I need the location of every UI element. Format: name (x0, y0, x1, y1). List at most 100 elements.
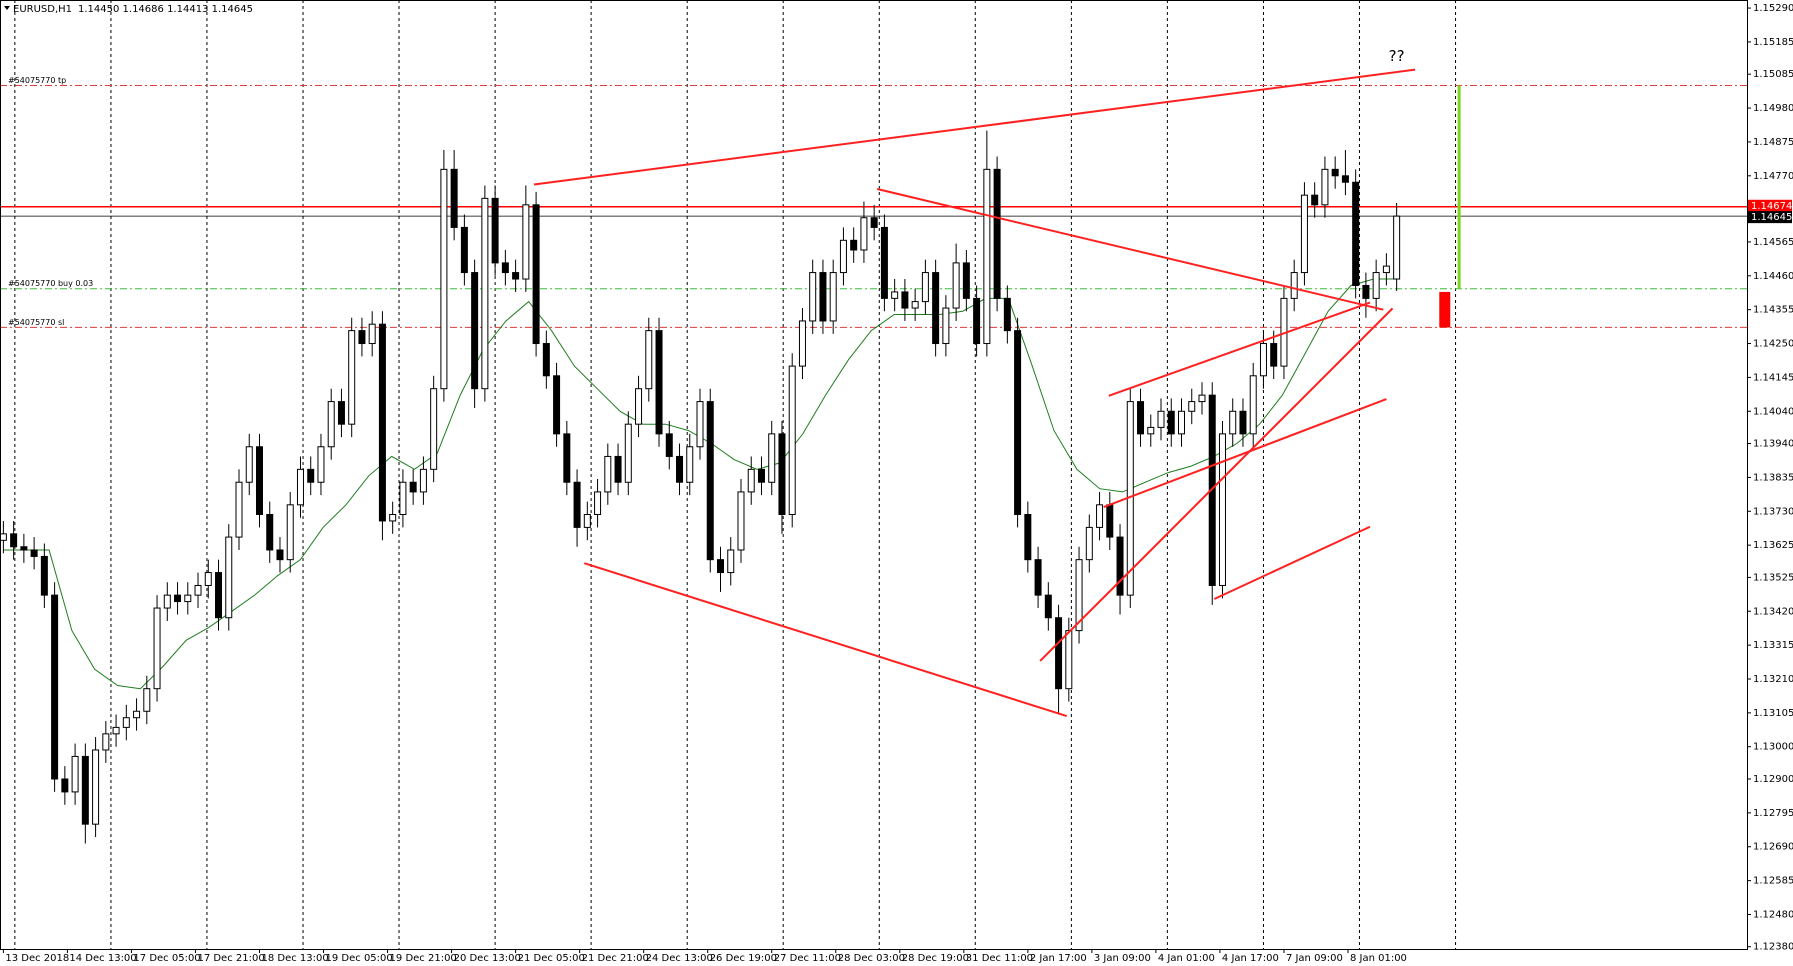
annotation: ?? (1389, 47, 1405, 65)
candle-body (686, 446, 694, 483)
candle-body (1300, 194, 1308, 274)
y-tick-label: 1.12795 (1753, 808, 1793, 819)
candle-body (850, 239, 858, 251)
y-tick-label: 1.13000 (1753, 742, 1793, 753)
candle-body (1218, 433, 1226, 586)
range-bar (1457, 85, 1461, 289)
y-tick-label: 1.13730 (1753, 506, 1793, 517)
candle-body (1075, 559, 1083, 632)
x-tick-label: 4 Jan 01:00 (1158, 953, 1215, 964)
candle-body (1198, 394, 1206, 403)
candle-body (399, 481, 407, 515)
candle-body (973, 297, 981, 345)
candle-body (348, 330, 356, 425)
candle-body (81, 755, 89, 825)
y-tick-label: 1.13105 (1753, 708, 1793, 719)
y-tick-label: 1.15290 (1753, 3, 1793, 14)
candle-body (1106, 504, 1114, 538)
candle-body (163, 594, 171, 609)
candle-body (1372, 272, 1380, 299)
candle-body (1259, 343, 1267, 377)
y-tick-label: 1.13940 (1753, 439, 1793, 450)
y-tick-label: 1.14355 (1753, 305, 1793, 316)
y-tick-label: 1.12380 (1753, 942, 1793, 953)
candle-body (1024, 513, 1032, 561)
x-tick-label: 3 Jan 09:00 (1094, 953, 1151, 964)
candle-body (1014, 330, 1022, 515)
plot-frame (0, 0, 1748, 950)
y-tick-label: 1.13210 (1753, 674, 1793, 685)
y-tick-label: 1.12690 (1753, 842, 1793, 853)
candle-body (307, 468, 315, 483)
x-tick-label: 24 Dec 13:00 (646, 953, 713, 964)
candle-body (532, 204, 540, 345)
x-tick-label: 17 Dec 21:00 (197, 953, 264, 964)
x-tick-label: 28 Dec 03:00 (838, 953, 905, 964)
candle-body (542, 343, 550, 377)
y-tick-label: 1.13625 (1753, 540, 1793, 551)
candle-body (1321, 168, 1329, 206)
candle-body (419, 468, 427, 493)
candle-body (266, 513, 274, 551)
y-tick-label: 1.14875 (1753, 137, 1793, 148)
candle-body (665, 433, 673, 457)
y-tick-label: 1.15185 (1753, 37, 1793, 48)
trendline (583, 562, 1068, 718)
candle-body (962, 262, 970, 299)
y-tick-label: 1.14040 (1753, 406, 1793, 417)
candles-layer (0, 130, 1401, 844)
candle-body (1341, 175, 1349, 183)
candle-body (901, 291, 909, 309)
candle-body (788, 365, 796, 515)
price-label: 1.14674 (1751, 201, 1792, 212)
x-tick-label: 20 Dec 13:00 (454, 953, 521, 964)
x-tick-label: 7 Jan 09:00 (1286, 953, 1343, 964)
candle-body (1003, 297, 1011, 332)
candle-body (51, 594, 59, 780)
candle-body (829, 272, 837, 322)
trendline (1213, 525, 1371, 600)
candle-body (737, 491, 745, 551)
range-bar (1439, 291, 1451, 328)
y-tick-label: 1.14980 (1753, 103, 1793, 114)
candle-body (1065, 630, 1073, 690)
candle-body (563, 433, 571, 483)
candle-body (122, 717, 130, 728)
candle-body (194, 584, 202, 596)
candle-body (255, 446, 263, 515)
candle-body (1116, 536, 1124, 596)
candle-body (1137, 401, 1145, 435)
candle-body (20, 546, 28, 551)
x-tick-label: 4 Jan 17:00 (1222, 953, 1279, 964)
candle-body (911, 301, 919, 309)
candle-body (983, 168, 991, 345)
candle-body (1331, 168, 1339, 177)
trendline (1103, 398, 1387, 509)
candle-body (1229, 410, 1237, 435)
y-tick-label: 1.13835 (1753, 472, 1793, 483)
candle-body (153, 607, 161, 690)
candle-body (696, 401, 704, 448)
x-tick-label: 14 Dec 13:00 (69, 953, 136, 964)
candle-body (184, 594, 192, 603)
candle-body (1249, 375, 1257, 435)
price-label: 1.14645 (1751, 212, 1792, 223)
trendline (877, 188, 1384, 311)
order-level-label: #54075770 tp (8, 76, 66, 85)
order-level-label: #54075770 buy 0.03 (8, 279, 93, 288)
trendline (1039, 307, 1394, 662)
trendline (1108, 301, 1371, 397)
candle-body (368, 323, 376, 345)
candle-body (61, 778, 69, 793)
candle-body (645, 330, 653, 390)
symbol-menu-icon[interactable] (4, 6, 10, 10)
x-tick-label: 31 Dec 11:00 (966, 953, 1033, 964)
candle-body (1044, 594, 1052, 619)
candle-body (317, 446, 325, 483)
candle-body (481, 197, 489, 390)
candle-body (1085, 526, 1093, 561)
candle-body (1188, 401, 1196, 412)
candle-body (768, 433, 776, 483)
candle-body (778, 433, 786, 515)
